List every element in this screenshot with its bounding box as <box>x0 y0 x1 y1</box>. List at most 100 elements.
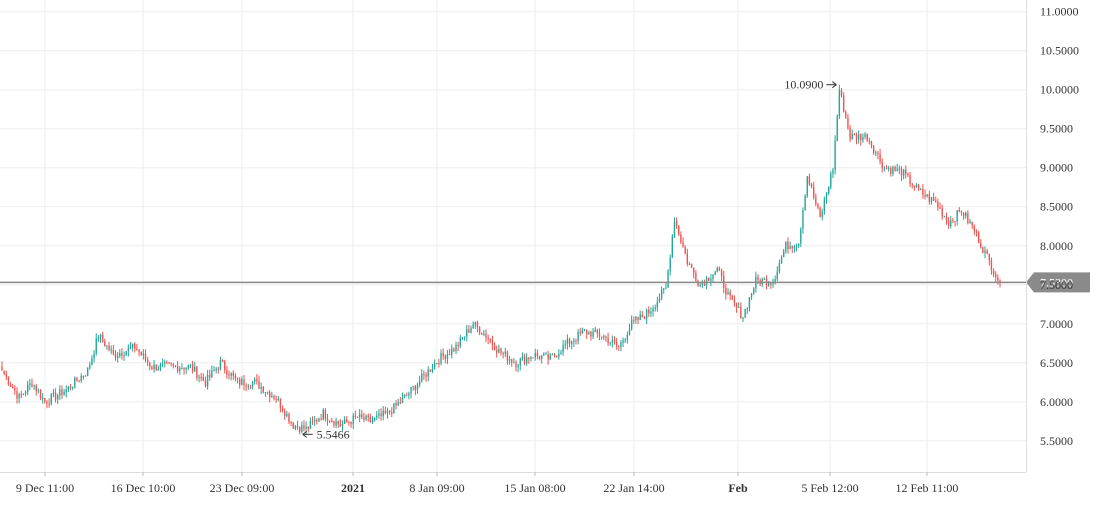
candle <box>654 304 656 312</box>
y-tick-label: 8.0000 <box>1040 239 1073 253</box>
candle-body <box>230 373 232 376</box>
candle-body <box>22 393 25 395</box>
candle-body <box>577 332 579 341</box>
candle <box>438 358 440 368</box>
candle <box>538 355 541 361</box>
candle-body <box>14 388 16 391</box>
candle <box>600 336 603 340</box>
candle <box>343 416 346 424</box>
candle-body <box>905 169 907 174</box>
candle-body <box>643 317 646 319</box>
candle-body <box>18 394 20 399</box>
candle <box>266 391 269 395</box>
candle <box>196 365 198 381</box>
candle <box>819 206 821 218</box>
candle-body <box>108 345 110 351</box>
candle <box>853 133 856 136</box>
candle-body <box>412 386 414 388</box>
candle <box>288 412 290 425</box>
candle-body <box>703 283 706 286</box>
candle <box>716 266 719 273</box>
candle <box>750 292 753 300</box>
candle-body <box>641 314 644 318</box>
candle-body <box>423 373 425 375</box>
candle-body <box>200 376 202 378</box>
candle-body <box>59 389 61 396</box>
candle-body <box>960 211 963 214</box>
candle <box>457 341 459 351</box>
candle <box>866 133 868 143</box>
candle <box>114 349 117 361</box>
candle-body <box>969 221 971 223</box>
candle <box>101 331 104 343</box>
candle-body <box>442 353 444 356</box>
candle <box>780 255 783 264</box>
candle <box>341 420 344 431</box>
overlay-layer: 7.5300 10.0900 5.5466 <box>0 78 1090 441</box>
candle <box>795 243 798 252</box>
x-tick-label: 8 Jan 09:00 <box>409 481 464 495</box>
candle-body <box>812 186 815 198</box>
candle-body <box>857 134 860 140</box>
candle-body <box>106 345 108 347</box>
candle-body <box>478 327 481 334</box>
candle <box>967 210 969 225</box>
candle-body <box>517 365 519 368</box>
candle-body <box>168 362 170 364</box>
candle-body <box>136 348 138 351</box>
candle-body <box>388 410 391 413</box>
candle <box>928 190 931 205</box>
candle-body <box>65 389 67 393</box>
candle-body <box>69 386 72 389</box>
candle-body <box>898 168 901 170</box>
candle-body <box>61 389 63 396</box>
candle-body <box>742 317 744 319</box>
candle-body <box>922 189 924 195</box>
candle-body <box>947 220 950 227</box>
candle <box>119 349 121 359</box>
candle-body <box>793 246 796 248</box>
candle-body <box>286 413 288 417</box>
candle <box>932 192 935 202</box>
candle-body <box>187 364 190 368</box>
candle <box>870 140 873 149</box>
candle-body <box>181 368 183 370</box>
candle <box>675 217 678 229</box>
candle-body <box>134 343 136 349</box>
candle-body <box>671 236 674 258</box>
candle <box>984 246 986 259</box>
candle <box>956 209 958 226</box>
candle <box>624 337 626 343</box>
candle-body <box>594 329 596 332</box>
candle-body <box>851 133 853 140</box>
candle-body <box>41 397 44 399</box>
candle-body <box>114 353 117 358</box>
candle-body <box>800 228 802 244</box>
candle <box>298 426 301 435</box>
candle <box>952 217 954 224</box>
candle-body <box>980 243 982 248</box>
candle-body <box>667 270 669 288</box>
candle-body <box>309 421 312 429</box>
candle <box>31 378 33 388</box>
candle-body <box>842 95 845 113</box>
candle-body <box>885 167 888 169</box>
low-annotation: 5.5466 <box>302 427 350 441</box>
candle-body <box>239 378 241 385</box>
candle <box>885 165 888 170</box>
candle <box>872 144 875 155</box>
candle <box>887 165 890 172</box>
candle-body <box>907 173 909 175</box>
candle <box>181 363 183 370</box>
candle-body <box>654 307 656 309</box>
candle-body <box>476 322 479 328</box>
candle-body <box>324 409 327 419</box>
candle-body <box>658 298 661 302</box>
candle <box>922 184 924 199</box>
low-arrow-head <box>302 430 307 438</box>
candle <box>191 360 194 374</box>
candle <box>174 365 177 368</box>
candle-body <box>652 308 654 312</box>
candle-body <box>356 416 359 418</box>
candle-body <box>727 291 729 295</box>
